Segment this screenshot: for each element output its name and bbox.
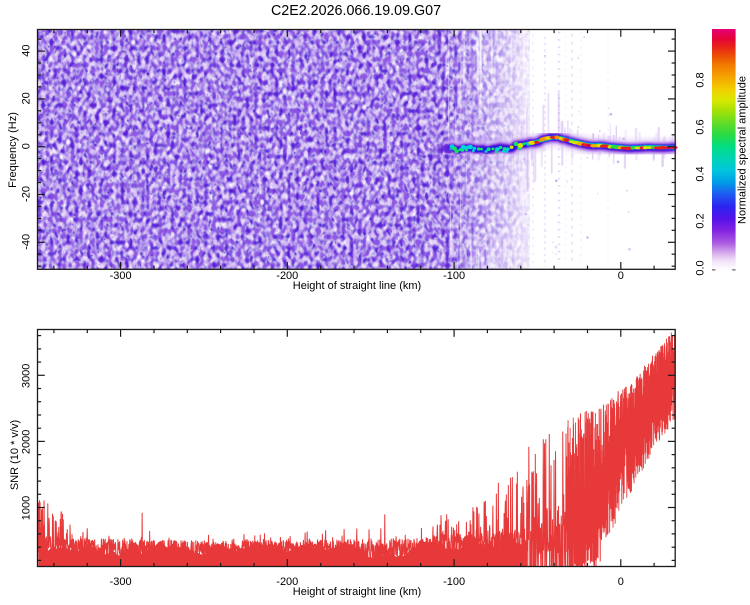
svg-text:1000: 1000 [20,496,32,520]
svg-text:-200: -200 [276,576,298,588]
svg-text:40: 40 [20,44,32,56]
svg-text:0.4: 0.4 [694,166,706,181]
svg-text:0: 0 [20,143,32,149]
svg-text:0.8: 0.8 [694,72,706,87]
svg-text:Normalized spectral amplitude: Normalized spectral amplitude [736,76,748,224]
svg-text:3000: 3000 [20,364,32,388]
svg-text:0.6: 0.6 [694,119,706,134]
svg-text:-200: -200 [276,270,298,282]
svg-text:C2E2.2026.066.19.09.G07: C2E2.2026.066.19.09.G07 [271,3,441,19]
svg-text:20: 20 [20,92,32,104]
svg-text:-20: -20 [20,186,32,202]
svg-text:0.0: 0.0 [694,260,706,275]
svg-text:SNR (10 * v/v): SNR (10 * v/v) [9,420,21,490]
svg-text:0.2: 0.2 [694,213,706,228]
svg-text:-100: -100 [443,576,465,588]
svg-text:0: 0 [618,576,624,588]
svg-text:-300: -300 [110,270,132,282]
svg-text:Height of straight line (km): Height of straight line (km) [293,586,421,598]
svg-text:Height of straight line (km): Height of straight line (km) [293,280,421,292]
svg-text:2000: 2000 [20,430,32,454]
svg-text:-40: -40 [20,234,32,250]
svg-text:0: 0 [618,270,624,282]
svg-text:Frequency (Hz): Frequency (Hz) [7,112,19,188]
svg-text:-100: -100 [443,270,465,282]
svg-text:-300: -300 [110,576,132,588]
